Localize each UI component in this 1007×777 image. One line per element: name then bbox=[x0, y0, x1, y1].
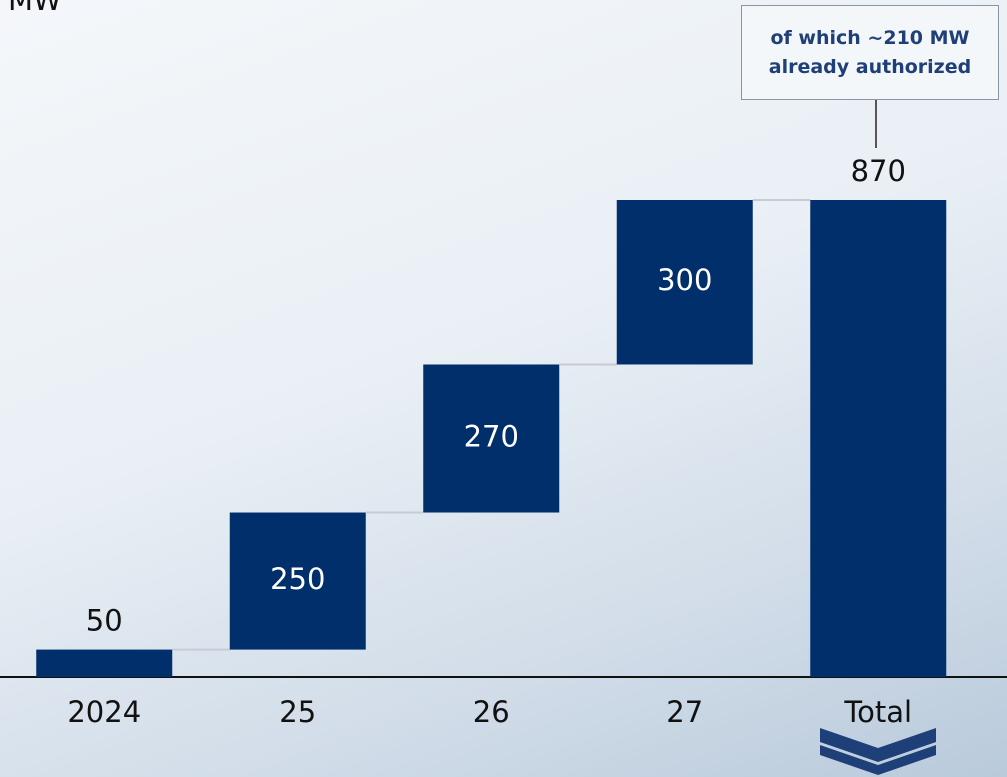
value-label: 250 bbox=[270, 562, 325, 596]
bar bbox=[36, 649, 173, 677]
y-axis-label: MW bbox=[8, 0, 62, 17]
value-label: 50 bbox=[86, 604, 123, 638]
value-label: 870 bbox=[851, 154, 906, 188]
x-tick-label: 25 bbox=[279, 695, 316, 729]
value-label: 270 bbox=[464, 420, 519, 454]
x-tick-label: 27 bbox=[666, 695, 703, 729]
x-tick-label: 2024 bbox=[67, 695, 141, 729]
bar bbox=[810, 200, 947, 677]
bar bbox=[229, 512, 366, 650]
bar bbox=[616, 200, 753, 365]
annotation-box: of which ~210 MW already authorized bbox=[741, 5, 999, 100]
chevron-icon bbox=[820, 728, 936, 775]
bar bbox=[423, 364, 560, 513]
x-tick-label: Total bbox=[843, 695, 912, 729]
value-label: 300 bbox=[657, 263, 712, 297]
x-tick-label: 26 bbox=[473, 695, 510, 729]
